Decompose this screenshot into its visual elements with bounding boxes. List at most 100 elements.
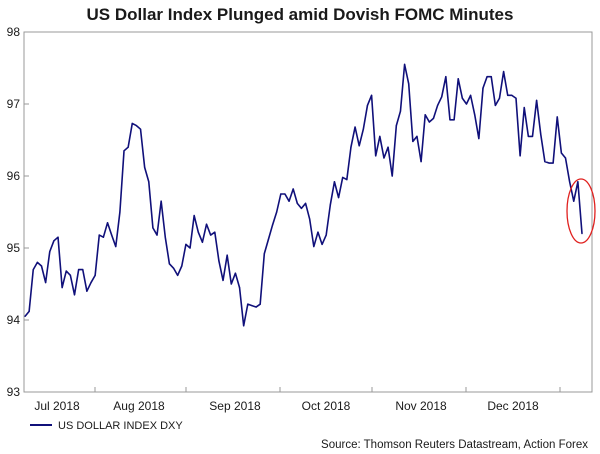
y-tick-label: 96: [7, 169, 21, 183]
data-point: [449, 119, 451, 121]
y-tick-label: 94: [7, 313, 21, 327]
data-point: [408, 83, 410, 85]
data-point: [222, 279, 224, 281]
data-point: [403, 63, 406, 65]
data-point: [379, 135, 381, 137]
data-point: [313, 245, 315, 248]
data-point: [131, 122, 133, 125]
data-point: [317, 231, 319, 233]
data-point: [395, 125, 397, 127]
data-point: [304, 202, 307, 204]
data-point: [511, 94, 513, 96]
y-tick-label: 97: [7, 97, 21, 111]
data-point: [432, 117, 435, 119]
y-axis-ticks: 93 94 95 96 97 98: [7, 25, 29, 399]
data-point: [230, 283, 232, 285]
data-point: [115, 245, 117, 248]
data-point: [280, 193, 282, 195]
data-point: [461, 97, 463, 99]
data-point: [507, 94, 509, 96]
data-point: [387, 146, 389, 148]
data-point: [164, 236, 166, 238]
data-point: [86, 290, 88, 292]
data-point: [197, 231, 199, 233]
data-point: [523, 107, 525, 109]
data-point: [370, 94, 373, 96]
data-point: [243, 325, 245, 327]
highlight-circle: [566, 178, 596, 244]
data-point: [226, 254, 228, 256]
data-point: [465, 103, 468, 105]
data-point: [556, 116, 558, 118]
data-point: [441, 96, 443, 98]
data-point: [69, 274, 71, 276]
data-point: [57, 236, 59, 238]
data-point: [321, 243, 323, 245]
data-point: [366, 104, 369, 107]
chart-title: US Dollar Index Plunged amid Dovish FOMC…: [87, 5, 514, 24]
y-tick-label: 98: [7, 25, 21, 39]
x-tick-label: Jul 2018: [34, 399, 80, 413]
data-point: [259, 303, 261, 305]
data-point: [531, 135, 534, 137]
data-point: [255, 306, 257, 308]
data-point: [65, 270, 67, 272]
data-point: [445, 76, 447, 78]
data-point: [271, 224, 274, 226]
y-tick-label: 95: [7, 241, 21, 255]
data-point: [296, 202, 298, 204]
x-axis-ticks: Jul 2018 Aug 2018 Sep 2018 Oct 2018 Nov 2018…: [23, 387, 561, 413]
data-point: [416, 135, 418, 137]
data-point: [201, 241, 204, 243]
data-point: [569, 181, 571, 183]
data-point: [342, 176, 344, 179]
data-point: [503, 71, 505, 73]
data-point: [325, 234, 327, 236]
data-point: [564, 157, 567, 159]
data-point: [333, 181, 336, 183]
x-tick-label: Dec 2018: [487, 399, 539, 413]
data-point: [102, 236, 104, 238]
data-point: [234, 272, 237, 274]
plot-area: [23, 31, 593, 393]
data-point: [205, 223, 208, 225]
data-point: [251, 305, 253, 307]
data-point: [276, 211, 278, 213]
data-point: [354, 126, 356, 128]
data-point: [267, 238, 270, 240]
data-point: [490, 76, 492, 78]
data-point: [135, 125, 137, 127]
data-point: [544, 161, 546, 163]
data-point: [428, 121, 430, 123]
data-point: [53, 240, 55, 242]
data-point: [420, 161, 422, 163]
data-point: [214, 231, 216, 233]
data-point: [498, 97, 501, 99]
data-point: [36, 261, 38, 263]
data-point: [470, 94, 472, 96]
data-point: [111, 234, 113, 236]
data-point: [127, 146, 129, 148]
data-point: [156, 234, 158, 236]
data-point: [581, 233, 583, 235]
data-point: [288, 200, 290, 202]
data-point: [263, 253, 265, 255]
data-point: [218, 260, 220, 262]
data-point: [548, 162, 550, 164]
data-point: [210, 234, 212, 236]
data-point: [478, 137, 480, 140]
data-point: [160, 200, 162, 202]
data-point: [560, 152, 562, 154]
data-point: [139, 128, 142, 130]
data-point: [28, 310, 30, 312]
x-tick-label: Aug 2018: [113, 399, 165, 413]
data-point: [383, 157, 385, 159]
data-point: [189, 247, 191, 249]
x-tick-label: Nov 2018: [395, 399, 447, 413]
series-points: [24, 63, 583, 327]
data-point: [300, 207, 303, 209]
data-point: [49, 251, 51, 253]
data-point: [519, 155, 521, 157]
data-point: [73, 294, 76, 296]
